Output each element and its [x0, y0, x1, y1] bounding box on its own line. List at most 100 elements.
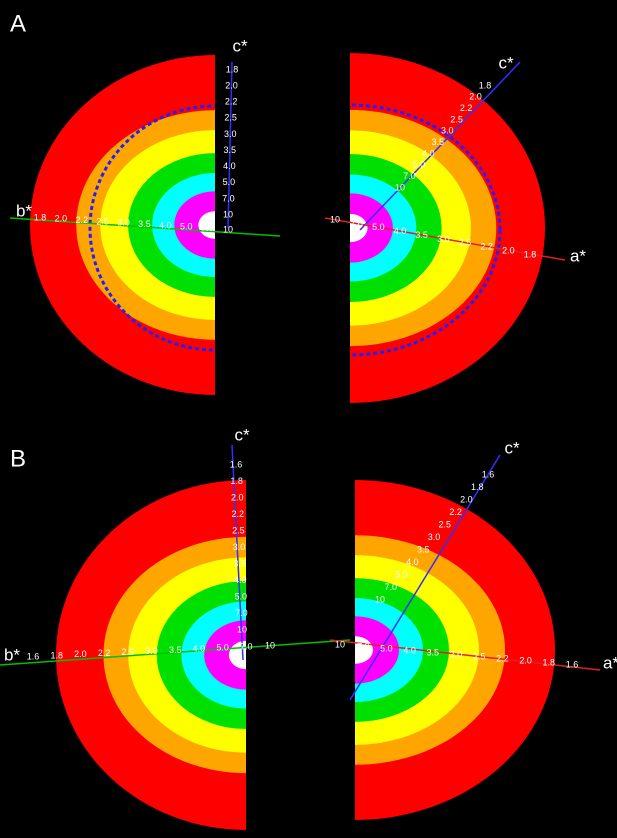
tick-label: 3.5 [432, 137, 445, 147]
tick-label: 1.8 [471, 482, 484, 492]
axis-name: c* [232, 36, 248, 55]
axis-name: a* [603, 653, 617, 672]
axis-line [9, 217, 281, 237]
tick-label: 2.5 [122, 647, 135, 657]
tick-label: 1.8 [479, 80, 492, 90]
tick-label: 5.0 [216, 643, 229, 653]
tick-label: 4.0 [406, 557, 419, 567]
tick-label: 2.2 [496, 653, 509, 663]
tick-label: 5.0 [413, 160, 426, 170]
tick-label: 4.0 [394, 226, 407, 236]
tick-label: 7.0 [357, 641, 370, 651]
tick-label: 3.0 [233, 542, 246, 552]
tick-label: 2.5 [459, 238, 472, 248]
tick-label: 7.0 [240, 641, 253, 651]
tick-label: 3.5 [417, 544, 430, 554]
axis-name: b* [16, 201, 32, 220]
color-volumes [30, 53, 555, 830]
tick-label: 3.0 [145, 646, 158, 656]
tick-label: 1.8 [34, 212, 47, 222]
tick-label: 2.2 [98, 648, 111, 658]
tick-label: 2.0 [460, 494, 473, 504]
tick-label: 3.0 [117, 218, 130, 228]
tick-label: 5.0 [235, 591, 248, 601]
tick-label: 3.0 [450, 649, 463, 659]
tick-label: 10 [395, 182, 405, 192]
tick-label: 7.0 [403, 171, 416, 181]
axis-name: b* [4, 645, 20, 664]
tick-label: 1.8 [50, 650, 63, 660]
tick-label: 10 [375, 594, 385, 604]
tick-label: 2.0 [469, 92, 482, 102]
axis-name: a* [570, 246, 586, 265]
axis-line [359, 61, 521, 231]
tick-label: 2.0 [231, 492, 244, 502]
tick-label: 5.0 [372, 222, 385, 232]
color-volume-half [350, 53, 545, 403]
ring [88, 104, 215, 352]
tick-label: 2.2 [232, 509, 245, 519]
color-zone [350, 213, 368, 243]
tick-label: 10 [330, 214, 340, 224]
color-zone [355, 616, 399, 684]
tick-label: 2.0 [519, 655, 532, 665]
color-volume-half [355, 480, 555, 820]
tick-label: 10 [223, 224, 233, 234]
color-zone [204, 620, 246, 690]
tick-label: 4.0 [193, 644, 206, 654]
tick-label: 2.0 [55, 214, 68, 224]
axis-line [349, 454, 501, 701]
tick-label: 2.5 [232, 525, 245, 535]
tick-label: 1.8 [524, 249, 537, 259]
tick-label: 3.5 [415, 230, 428, 240]
ring [350, 103, 502, 357]
tick-label: 10 [265, 640, 275, 650]
tick-label: 1.6 [230, 459, 243, 469]
tick-label: 7.0 [235, 608, 248, 618]
tick-label: 1.8 [230, 476, 243, 486]
tick-label: 1.6 [482, 469, 495, 479]
tick-label: 1.8 [226, 64, 239, 74]
tick-label: 2.0 [502, 245, 515, 255]
tick-label: 2.5 [450, 114, 463, 124]
tick-label: 3.5 [427, 647, 440, 657]
tick-label: 2.5 [473, 651, 486, 661]
axis-line [329, 639, 601, 671]
tick-label: 4.0 [403, 645, 416, 655]
tick-label: 7.0 [201, 223, 214, 233]
tick-label: 7.0 [385, 582, 398, 592]
axis-name: c* [504, 438, 520, 457]
color-zone [174, 191, 215, 259]
color-zone [350, 193, 393, 263]
tick-label: 5.0 [180, 222, 193, 232]
color-volume-half [56, 480, 246, 830]
tick-label: 4.0 [234, 575, 247, 585]
tick-label: 4.0 [159, 220, 172, 230]
axis-line [231, 444, 244, 661]
tick-label: 10 [335, 639, 345, 649]
tick-label: 3.0 [441, 126, 454, 136]
tick-label: 3.5 [233, 558, 246, 568]
tick-label: 10 [223, 209, 233, 219]
tick-label: 2.2 [76, 215, 89, 225]
tick-label: 5.0 [223, 177, 236, 187]
tick-label: 7.0 [222, 193, 235, 203]
tick-label: 2.2 [225, 97, 238, 107]
tick-label: 1.6 [566, 659, 579, 669]
tick-label: 1.6 [27, 651, 40, 661]
tick-label: 3.0 [428, 532, 441, 542]
tick-label: 1.8 [543, 657, 556, 667]
axis-line [227, 61, 233, 229]
color-volume-half [30, 55, 215, 395]
tick-label: 5.0 [395, 569, 408, 579]
tick-label: 3.5 [169, 645, 182, 655]
axis-name: c* [234, 425, 250, 444]
tick-label: 10 [237, 624, 247, 634]
tick-label: 2.0 [74, 649, 87, 659]
tick-label: 2.2 [460, 103, 473, 113]
axis-name: c* [498, 53, 514, 72]
tick-label: 2.5 [96, 216, 109, 226]
